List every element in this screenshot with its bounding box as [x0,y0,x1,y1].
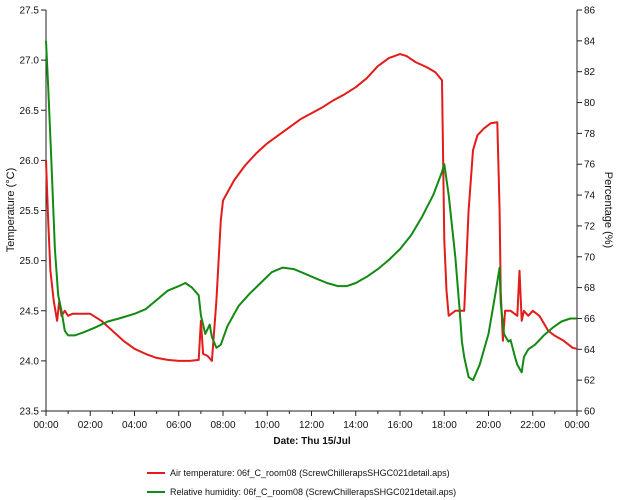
x-tick-label: 00:00 [33,420,58,431]
y-right-tick-label: 84 [584,36,596,47]
air-temperature-line [45,53,578,362]
axes: 23.5 24.0 24.5 25.0 25.5 26.0 26.5 27.0 27.5 60 62… [20,6,596,432]
x-tick-label: 12:00 [299,420,324,431]
x-tick-label: 20:00 [476,420,501,431]
y-right-tick-label: 66 [584,314,596,325]
y-left-tick-label: 26.0 [20,156,40,167]
y-right-tick-label: 68 [584,283,596,294]
y-left-tick-label: 24.0 [20,356,40,367]
y-right-tick-label: 86 [584,6,596,17]
y-left-tick-label: 27.5 [20,6,40,17]
series-lines [45,40,578,382]
y-left-tick-label: 24.5 [20,306,40,317]
y-right-tick-label: 82 [584,67,596,78]
x-tick-label: 22:00 [520,420,545,431]
y-right-tick-label: 62 [584,376,596,387]
x-axis-title: Date: Thu 15/Jul [273,436,350,447]
x-tick-label: 18:00 [432,420,457,431]
x-tick-label: 10:00 [255,420,280,431]
y-left-tick-label: 27.0 [20,56,40,67]
y-right-tick-label: 60 [584,407,596,418]
y-axis-left-title: Temperature (°C) [5,168,17,252]
x-tick-label: 08:00 [210,420,235,431]
x-tick-label: 06:00 [166,420,191,431]
y-right-tick-label: 78 [584,129,596,140]
y-left-tick-label: 23.5 [20,407,40,418]
y-right-tick-label: 72 [584,221,596,232]
x-tick-label: 04:00 [122,420,147,431]
y-axis-right-title: Percentage (%) [602,172,614,248]
relative-humidity-line [45,40,577,382]
x-tick-label: 02:00 [78,420,103,431]
x-tick-label: 14:00 [343,420,368,431]
y-left-tick-label: 26.5 [20,106,40,117]
y-right-tick-label: 74 [584,191,596,202]
y-left-tick-label: 25.0 [20,256,40,267]
y-right-tick-label: 80 [584,98,596,109]
y-right-tick-label: 64 [584,345,596,356]
legend-label-relative-humidity: Relative humidity: 06f_C_room08 (ScrewCh… [170,487,456,497]
y-left-tick-label: 25.5 [20,206,40,217]
legend: Air temperature: 06f_C_room08 (ScrewChil… [147,468,456,497]
x-tick-label: 00:00 [564,420,589,431]
x-tick-label: 16:00 [387,420,412,431]
legend-label-air-temperature: Air temperature: 06f_C_room08 (ScrewChil… [170,468,450,478]
y-right-tick-label: 70 [584,252,596,263]
y-right-tick-label: 76 [584,160,596,171]
